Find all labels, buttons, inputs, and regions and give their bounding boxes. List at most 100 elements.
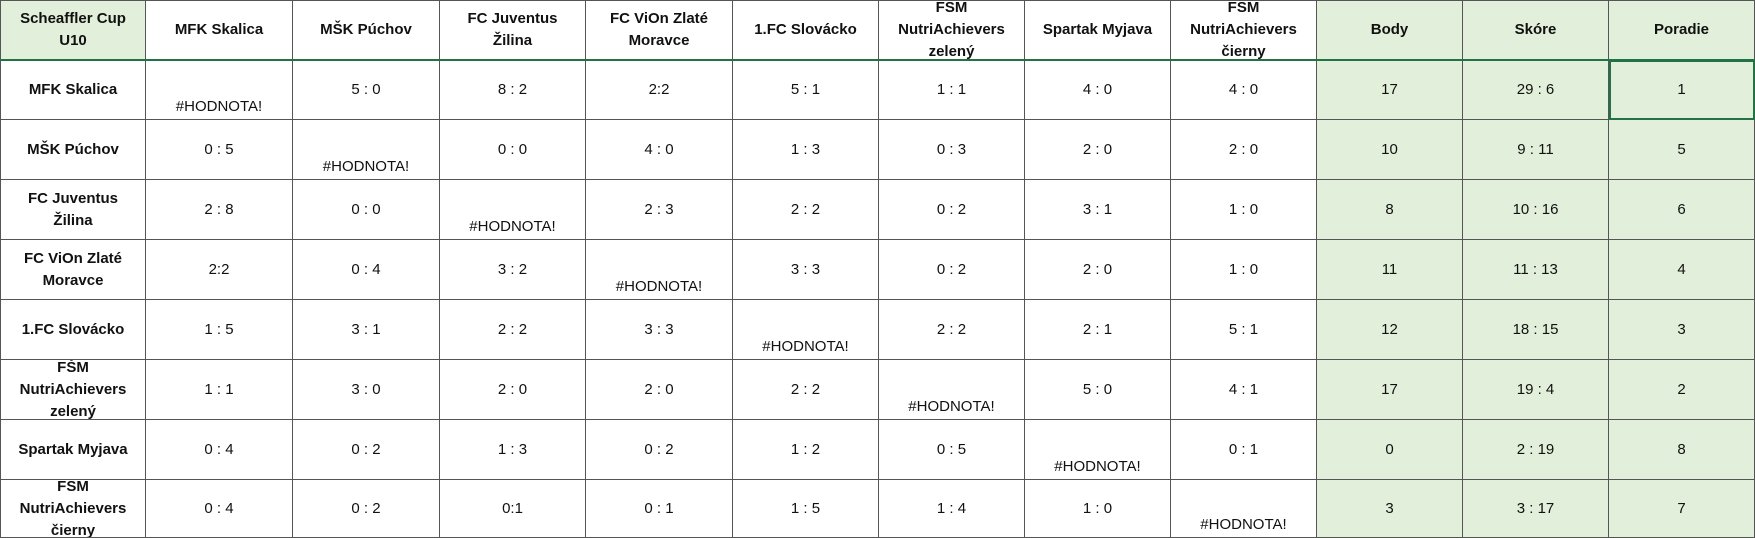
row-header-team[interactable]: FŠM NutriAchievers čierny — [0, 480, 146, 538]
error-cell[interactable]: #HODNOTA! — [733, 300, 879, 360]
column-header-2[interactable]: MŠK Púchov — [293, 0, 440, 60]
column-header-5[interactable]: 1.FC Slovácko — [733, 0, 879, 60]
rank-cell[interactable]: 6 — [1609, 180, 1755, 240]
row-header-team[interactable]: MŠK Púchov — [0, 120, 146, 180]
column-header-9[interactable]: Body — [1317, 0, 1463, 60]
result-cell[interactable]: 0 : 4 — [293, 240, 440, 300]
rank-cell[interactable]: 2 — [1609, 360, 1755, 420]
result-cell[interactable]: 3 : 2 — [440, 240, 586, 300]
result-cell[interactable]: 1 : 0 — [1171, 180, 1317, 240]
error-cell[interactable]: #HODNOTA! — [586, 240, 733, 300]
result-cell[interactable]: 3 : 3 — [586, 300, 733, 360]
result-cell[interactable]: 2:2 — [586, 60, 733, 120]
result-cell[interactable]: 2:2 — [146, 240, 293, 300]
result-cell[interactable]: 1 : 1 — [146, 360, 293, 420]
result-cell[interactable]: 4 : 0 — [1171, 60, 1317, 120]
result-cell[interactable]: 4 : 1 — [1171, 360, 1317, 420]
result-cell[interactable]: 8 : 2 — [440, 60, 586, 120]
row-header-team[interactable]: MFK Skalica — [0, 60, 146, 120]
score-cell[interactable]: 19 : 4 — [1463, 360, 1609, 420]
result-cell[interactable]: 5 : 0 — [293, 60, 440, 120]
points-cell[interactable]: 17 — [1317, 60, 1463, 120]
score-cell[interactable]: 11 : 13 — [1463, 240, 1609, 300]
result-cell[interactable]: 1 : 0 — [1025, 480, 1171, 538]
result-cell[interactable]: 0 : 2 — [586, 420, 733, 480]
points-cell[interactable]: 8 — [1317, 180, 1463, 240]
result-cell[interactable]: 0 : 1 — [1171, 420, 1317, 480]
result-cell[interactable]: 1 : 4 — [879, 480, 1025, 538]
result-cell[interactable]: 2 : 0 — [1171, 120, 1317, 180]
result-cell[interactable]: 1 : 0 — [1171, 240, 1317, 300]
result-cell[interactable]: 3 : 3 — [733, 240, 879, 300]
column-header-10[interactable]: Skóre — [1463, 0, 1609, 60]
column-header-1[interactable]: MFK Skalica — [146, 0, 293, 60]
error-cell[interactable]: #HODNOTA! — [1025, 420, 1171, 480]
rank-cell[interactable]: 3 — [1609, 300, 1755, 360]
column-header-11[interactable]: Poradie — [1609, 0, 1755, 60]
column-header-8[interactable]: FŠM NutriAchievers čierny — [1171, 0, 1317, 60]
result-cell[interactable]: 2 : 2 — [440, 300, 586, 360]
result-cell[interactable]: 5 : 1 — [1171, 300, 1317, 360]
error-cell[interactable]: #HODNOTA! — [879, 360, 1025, 420]
header-corner-cell[interactable]: Scheaffler Cup U10 — [0, 0, 146, 60]
result-cell[interactable]: 0 : 1 — [586, 480, 733, 538]
result-cell[interactable]: 0 : 0 — [440, 120, 586, 180]
result-cell[interactable]: 2 : 0 — [1025, 240, 1171, 300]
rank-cell[interactable]: 5 — [1609, 120, 1755, 180]
result-cell[interactable]: 1 : 5 — [146, 300, 293, 360]
row-header-team[interactable]: FŠM NutriAchievers zelený — [0, 360, 146, 420]
rank-cell[interactable]: 4 — [1609, 240, 1755, 300]
rank-cell[interactable]: 8 — [1609, 420, 1755, 480]
result-cell[interactable]: 0 : 5 — [146, 120, 293, 180]
result-cell[interactable]: 0 : 3 — [879, 120, 1025, 180]
result-cell[interactable]: 0 : 2 — [879, 240, 1025, 300]
score-cell[interactable]: 9 : 11 — [1463, 120, 1609, 180]
column-header-6[interactable]: FŠM NutriAchievers zelený — [879, 0, 1025, 60]
result-cell[interactable]: 2 : 2 — [733, 360, 879, 420]
column-header-3[interactable]: FC Juventus Žilina — [440, 0, 586, 60]
result-cell[interactable]: 2 : 0 — [440, 360, 586, 420]
score-cell[interactable]: 2 : 19 — [1463, 420, 1609, 480]
result-cell[interactable]: 3 : 0 — [293, 360, 440, 420]
result-cell[interactable]: 3 : 1 — [293, 300, 440, 360]
result-cell[interactable]: 0 : 2 — [879, 180, 1025, 240]
rank-cell[interactable]: 7 — [1609, 480, 1755, 538]
result-cell[interactable]: 0 : 0 — [293, 180, 440, 240]
score-cell[interactable]: 29 : 6 — [1463, 60, 1609, 120]
result-cell[interactable]: 0 : 2 — [293, 480, 440, 538]
result-cell[interactable]: 2 : 2 — [733, 180, 879, 240]
error-cell[interactable]: #HODNOTA! — [440, 180, 586, 240]
result-cell[interactable]: 0 : 4 — [146, 480, 293, 538]
score-cell[interactable]: 10 : 16 — [1463, 180, 1609, 240]
result-cell[interactable]: 4 : 0 — [586, 120, 733, 180]
result-cell[interactable]: 2 : 1 — [1025, 300, 1171, 360]
row-header-team[interactable]: FC Juventus Žilina — [0, 180, 146, 240]
result-cell[interactable]: 2 : 3 — [586, 180, 733, 240]
result-cell[interactable]: 1 : 5 — [733, 480, 879, 538]
result-cell[interactable]: 1 : 1 — [879, 60, 1025, 120]
result-cell[interactable]: 1 : 3 — [440, 420, 586, 480]
points-cell[interactable]: 11 — [1317, 240, 1463, 300]
result-cell[interactable]: 3 : 1 — [1025, 180, 1171, 240]
rank-cell[interactable]: 1 — [1609, 60, 1755, 120]
result-cell[interactable]: 1 : 2 — [733, 420, 879, 480]
score-cell[interactable]: 3 : 17 — [1463, 480, 1609, 538]
score-cell[interactable]: 18 : 15 — [1463, 300, 1609, 360]
points-cell[interactable]: 3 — [1317, 480, 1463, 538]
result-cell[interactable]: 5 : 0 — [1025, 360, 1171, 420]
result-cell[interactable]: 0 : 5 — [879, 420, 1025, 480]
error-cell[interactable]: #HODNOTA! — [1171, 480, 1317, 538]
result-cell[interactable]: 2 : 2 — [879, 300, 1025, 360]
result-cell[interactable]: 2 : 0 — [586, 360, 733, 420]
points-cell[interactable]: 10 — [1317, 120, 1463, 180]
result-cell[interactable]: 2 : 8 — [146, 180, 293, 240]
column-header-7[interactable]: Spartak Myjava — [1025, 0, 1171, 60]
error-cell[interactable]: #HODNOTA! — [293, 120, 440, 180]
result-cell[interactable]: 4 : 0 — [1025, 60, 1171, 120]
points-cell[interactable]: 17 — [1317, 360, 1463, 420]
row-header-team[interactable]: 1.FC Slovácko — [0, 300, 146, 360]
row-header-team[interactable]: Spartak Myjava — [0, 420, 146, 480]
result-cell[interactable]: 0 : 2 — [293, 420, 440, 480]
row-header-team[interactable]: FC ViOn Zlaté Moravce — [0, 240, 146, 300]
result-cell[interactable]: 0:1 — [440, 480, 586, 538]
